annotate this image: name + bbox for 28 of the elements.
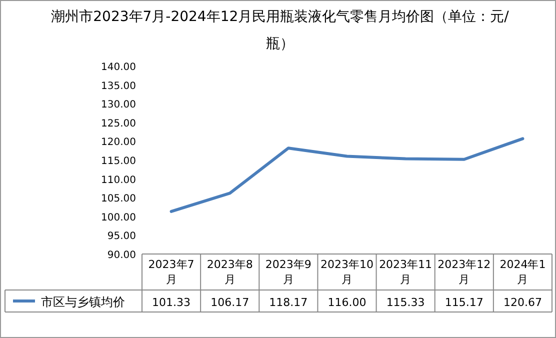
data-label: 118.17 <box>269 296 308 309</box>
x-tick-label: 2023年7月 <box>147 257 196 288</box>
data-label: 116.00 <box>328 296 366 309</box>
y-tick-label: 110.00 <box>101 174 136 186</box>
y-tick-label: 90.00 <box>107 250 136 261</box>
y-tick-label: 125.00 <box>101 118 136 130</box>
data-label: 106.17 <box>210 296 250 309</box>
data-label: 115.33 <box>386 296 425 309</box>
x-tick-label: 2023年11月 <box>378 257 433 288</box>
y-tick-label: 135.00 <box>101 80 136 92</box>
data-label: 115.17 <box>444 296 484 309</box>
y-tick-label: 105.00 <box>101 194 136 205</box>
x-tick-label: 2023年9月 <box>264 257 312 288</box>
y-tick-label: 115.00 <box>101 156 136 167</box>
y-tick-label: 100.00 <box>101 212 136 224</box>
y-tick-label: 95.00 <box>107 231 136 242</box>
legend-label: 市区与乡镇均价 <box>41 295 125 309</box>
y-tick-label: 130.00 <box>101 100 136 111</box>
x-tick-label: 2023年8月 <box>206 257 254 288</box>
x-tick-label: 2024年1月 <box>498 257 547 288</box>
data-label: 120.67 <box>503 296 542 309</box>
y-tick-label: 140.00 <box>101 62 136 73</box>
y-tick-label: 120.00 <box>101 137 136 148</box>
x-tick-label: 2023年12月 <box>436 257 492 288</box>
x-tick-label: 2023年10月 <box>320 257 374 288</box>
line-series <box>170 137 524 213</box>
data-label: 101.33 <box>152 296 191 309</box>
chart-title: 潮州市2023年7月-2024年12月民用瓶装液化气零售月均价图（单位：元/瓶） <box>50 8 510 54</box>
